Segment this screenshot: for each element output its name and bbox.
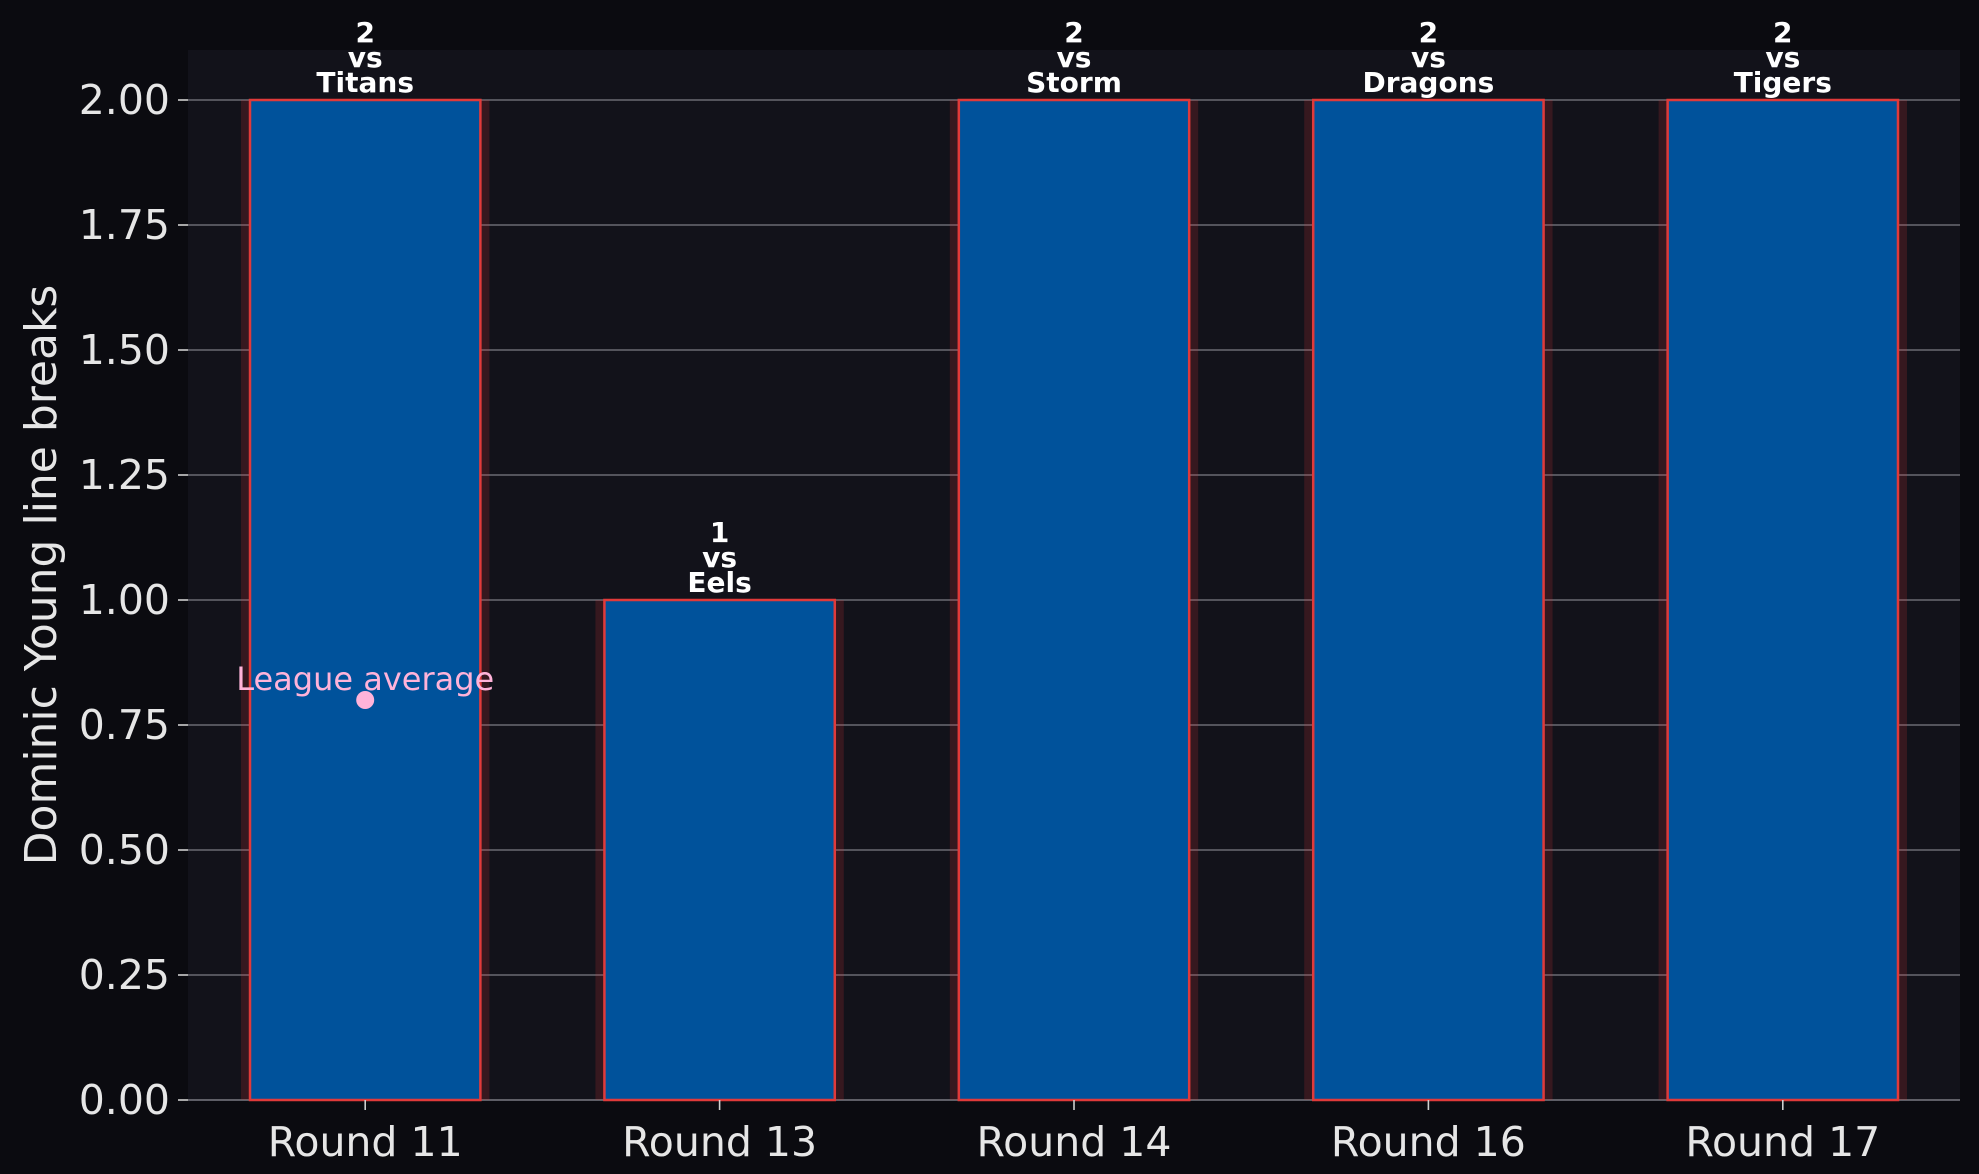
- league-average-marker: [356, 691, 375, 709]
- bar-value-label: Titans: [316, 66, 414, 99]
- bar-value-label: 2: [1419, 16, 1438, 49]
- y-tick-label: 1.50: [79, 326, 170, 374]
- x-tick-label: Round 11: [268, 1118, 463, 1166]
- bar-value-label: vs: [1411, 41, 1446, 74]
- bar-value-label: Storm: [1026, 66, 1122, 99]
- bar-value-label: vs: [1765, 41, 1800, 74]
- bar-value-label: 2: [1773, 16, 1792, 49]
- y-tick-label: 1.00: [79, 576, 170, 624]
- x-tick-label: Round 13: [622, 1118, 817, 1166]
- bar-value-label: vs: [702, 541, 737, 574]
- bar-value-label: 2: [355, 16, 374, 49]
- bar-round-13: [603, 598, 837, 1102]
- bars: [241, 98, 1907, 1102]
- bar-round-16: [1311, 98, 1545, 1102]
- x-tick-label: Round 17: [1685, 1118, 1880, 1166]
- bar-value-label: Tigers: [1734, 66, 1832, 99]
- bar-value-label: Eels: [687, 566, 751, 599]
- bar-value-label: vs: [1057, 41, 1092, 74]
- y-tick-label: 0.75: [79, 701, 170, 749]
- y-tick-label: 0.25: [79, 951, 170, 999]
- y-axis-ticks: 0.00 0.25 0.50 0.75 1.00 1.25 1.50 1.75 2.00: [79, 76, 188, 1124]
- y-tick-label: 0.50: [79, 826, 170, 874]
- reference-point-group: League average: [236, 660, 494, 709]
- y-tick-label: 2.00: [79, 76, 170, 124]
- x-tick-label: Round 16: [1331, 1118, 1526, 1166]
- bar-value-label: vs: [348, 41, 383, 74]
- x-tick-label: Round 14: [977, 1118, 1172, 1166]
- bar-round-17: [1666, 98, 1900, 1102]
- bar-value-label: 1: [710, 516, 729, 549]
- bar-round-14: [957, 98, 1191, 1102]
- bar-labels: 2vsTitans1vsEels2vsStorm2vsDragons2vsTig…: [316, 16, 1831, 599]
- y-tick-label: 1.75: [79, 201, 170, 249]
- y-tick-label: 0.00: [79, 1076, 170, 1124]
- y-axis-label: Dominic Young line breaks: [16, 285, 67, 866]
- league-average-label: League average: [236, 660, 494, 698]
- bar-value-label: 2: [1064, 16, 1083, 49]
- bar-value-label: Dragons: [1362, 66, 1494, 99]
- bar-round-11: [248, 98, 482, 1102]
- x-axis-ticks: Round 11 Round 13 Round 14 Round 16 Round 17: [268, 1100, 1880, 1166]
- y-tick-label: 1.25: [79, 451, 170, 499]
